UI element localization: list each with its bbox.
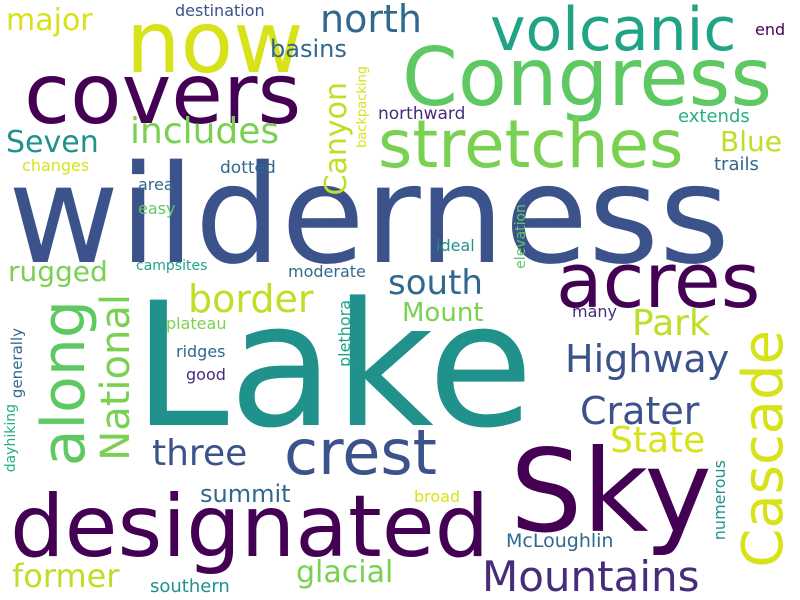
word-acres: acres: [556, 236, 761, 325]
word-plateau: plateau: [166, 314, 227, 333]
word-ridges: ridges: [176, 342, 226, 361]
word-crater: Crater: [580, 389, 700, 433]
word-cascade: Cascade: [731, 330, 796, 568]
word-basins: basins: [270, 35, 347, 63]
word-stretches: stretches: [378, 106, 684, 183]
word-congress: Congress: [402, 31, 772, 124]
word-elevation: elevation: [513, 204, 529, 269]
word-crest: crest: [284, 416, 437, 489]
word-end: end: [755, 20, 786, 39]
word-dotted: dotted: [220, 158, 276, 178]
word-national: National: [93, 294, 139, 461]
word-dayhiking: dayhiking: [3, 404, 19, 473]
word-destination: destination: [175, 1, 265, 20]
word-south: south: [388, 263, 483, 303]
word-southern: southern: [150, 576, 230, 597]
word-lake: Lake: [133, 265, 534, 466]
word-glacial: glacial: [296, 555, 394, 590]
word-blue: Blue: [720, 125, 782, 158]
word-changes: changes: [22, 156, 90, 175]
word-now: now: [126, 0, 304, 93]
word-covers: covers: [24, 45, 302, 143]
word-park: Park: [632, 303, 710, 344]
word-trails: trails: [714, 154, 759, 175]
word-summit: summit: [200, 480, 291, 508]
word-broad: broad: [414, 487, 461, 506]
word-state: State: [610, 420, 706, 461]
word-extends: extends: [678, 106, 750, 127]
word-easy: easy: [138, 199, 176, 218]
word-includes: includes: [130, 111, 280, 152]
word-ideal: ideal: [436, 236, 475, 255]
word-numerous: numerous: [710, 460, 729, 541]
word-backpacking: backpacking: [355, 66, 370, 148]
word-northward: northward: [378, 104, 466, 124]
word-volcanic: volcanic: [490, 0, 737, 65]
word-mountains: Mountains: [482, 552, 700, 600]
word-canyon: Canyon: [319, 82, 354, 196]
word-border: border: [188, 277, 314, 321]
word-wilderness: wilderness: [8, 137, 730, 295]
word-campsites: campsites: [136, 258, 208, 274]
word-many: many: [572, 302, 617, 321]
word-mount: Mount: [402, 298, 484, 328]
word-moderate: moderate: [288, 262, 366, 281]
word-plethora: plethora: [335, 300, 354, 368]
word-designated: designated: [10, 477, 490, 577]
word-rugged: rugged: [8, 255, 108, 288]
word-seven: Seven: [6, 125, 99, 160]
word-three: three: [152, 433, 248, 474]
word-sky: Sky: [510, 425, 712, 558]
word-along: along: [29, 300, 99, 467]
word-mcloughlin: McLoughlin: [506, 530, 614, 552]
word-good: good: [186, 365, 226, 384]
word-area: area: [138, 175, 174, 194]
word-major: major: [6, 3, 93, 38]
word-generally: generally: [8, 328, 26, 399]
word-highway: Highway: [565, 337, 730, 381]
word-former: former: [12, 557, 120, 595]
word-north: north: [320, 0, 422, 41]
